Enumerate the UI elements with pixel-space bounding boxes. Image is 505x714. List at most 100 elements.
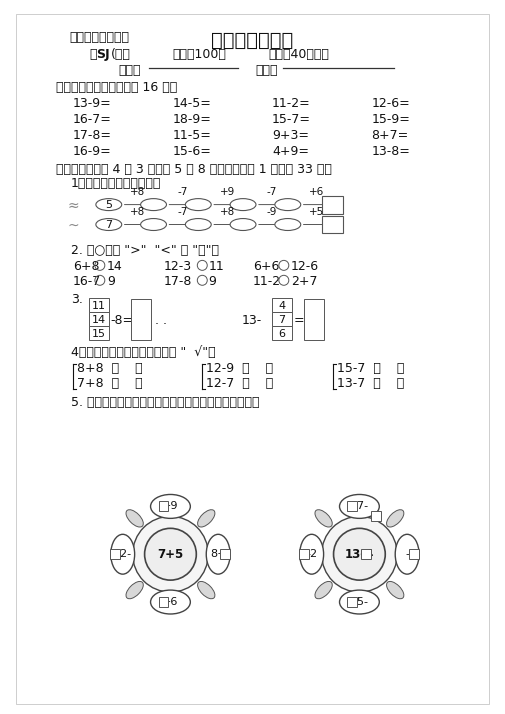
Text: 12-6=: 12-6= (371, 97, 410, 110)
Bar (362, 549, 371, 559)
Text: ≈: ≈ (67, 198, 79, 213)
Ellipse shape (197, 581, 215, 599)
Text: 15-7=: 15-7= (272, 113, 311, 126)
Text: -2: -2 (306, 549, 317, 559)
Text: 7+8  （    ）: 7+8 （ ） (77, 377, 142, 390)
Ellipse shape (339, 495, 379, 518)
Text: 16-7=: 16-7= (73, 113, 112, 126)
Text: 13-: 13- (242, 313, 262, 326)
Text: （: （ (89, 49, 96, 61)
Bar (89, 298, 109, 312)
Text: 4: 4 (278, 301, 285, 311)
Text: 6+6: 6+6 (253, 261, 279, 273)
Text: 13-9=: 13-9= (73, 97, 112, 110)
Ellipse shape (197, 510, 215, 527)
Text: -7: -7 (177, 206, 187, 216)
Text: 16-9=: 16-9= (73, 145, 112, 158)
Text: ~: ~ (67, 218, 79, 233)
Text: 15: 15 (92, 329, 106, 339)
Circle shape (333, 528, 385, 580)
Bar (131, 299, 150, 340)
Ellipse shape (206, 534, 230, 574)
Bar (272, 326, 292, 340)
Text: 11-2=: 11-2= (272, 97, 311, 110)
Text: +8: +8 (130, 206, 145, 216)
Text: 7: 7 (278, 315, 285, 325)
Ellipse shape (275, 198, 301, 211)
Text: 15-: 15- (350, 597, 369, 607)
Text: +8: +8 (130, 186, 145, 196)
Text: 5: 5 (106, 200, 112, 210)
Text: +9: +9 (220, 186, 235, 196)
Circle shape (133, 516, 208, 592)
Ellipse shape (386, 510, 404, 527)
Text: 第一单元测试卷: 第一单元测试卷 (211, 31, 293, 50)
Text: (版）: (版） (111, 49, 131, 61)
Ellipse shape (140, 218, 167, 231)
Text: 12-7  （    ）: 12-7 （ ） (206, 377, 274, 390)
Text: 5. 在口里填数，使花瓣上的得数和花蕊上的得数相等。: 5. 在口里填数，使花瓣上的得数和花蕊上的得数相等。 (71, 396, 260, 409)
Ellipse shape (275, 218, 301, 231)
Text: 11: 11 (208, 261, 224, 273)
Ellipse shape (386, 581, 404, 599)
Bar (347, 597, 358, 607)
Text: 9+3=: 9+3= (272, 129, 309, 142)
Ellipse shape (339, 590, 379, 614)
Ellipse shape (111, 534, 135, 574)
Text: +5: +5 (309, 206, 324, 216)
Text: 8+8  （    ）: 8+8 （ ） (77, 362, 142, 375)
Text: 1．比比谁先到达目的地。: 1．比比谁先到达目的地。 (71, 176, 162, 190)
Text: 时间：40分钟）: 时间：40分钟） (268, 49, 329, 61)
Text: 13-7  （    ）: 13-7 （ ） (336, 377, 404, 390)
Circle shape (144, 528, 196, 580)
Text: =: = (294, 313, 305, 326)
Text: 15-6=: 15-6= (172, 145, 211, 158)
Bar (159, 597, 169, 607)
Ellipse shape (96, 218, 122, 231)
Bar (371, 511, 381, 521)
Text: 12-9  （    ）: 12-9 （ ） (206, 362, 273, 375)
Bar (299, 549, 309, 559)
Text: 15-9=: 15-9= (371, 113, 410, 126)
Bar (272, 312, 292, 326)
Text: 7: 7 (105, 219, 112, 229)
Bar (89, 326, 109, 340)
Bar (89, 312, 109, 326)
Text: 14: 14 (107, 261, 123, 273)
Ellipse shape (150, 590, 190, 614)
Ellipse shape (96, 198, 122, 211)
Text: 姓名：: 姓名： (119, 64, 141, 77)
Text: +9: +9 (162, 501, 179, 511)
Text: +6: +6 (309, 186, 324, 196)
Ellipse shape (315, 510, 332, 527)
Text: 3.: 3. (71, 293, 83, 306)
Text: 9: 9 (107, 276, 115, 288)
Text: +6: +6 (162, 597, 179, 607)
Bar (304, 299, 324, 340)
Bar (347, 501, 358, 511)
Text: 13-8=: 13-8= (371, 145, 410, 158)
Bar (409, 549, 419, 559)
Text: 11-5=: 11-5= (172, 129, 211, 142)
Text: 18-9=: 18-9= (172, 113, 211, 126)
Bar (159, 501, 169, 511)
Bar (322, 196, 343, 213)
Text: -8=: -8= (111, 313, 134, 326)
Text: -7: -7 (267, 186, 277, 196)
Text: 4．在每组得数大的算式后面画 "  √"。: 4．在每组得数大的算式后面画 " √"。 (71, 346, 216, 359)
Ellipse shape (126, 510, 143, 527)
Text: 满分：100分: 满分：100分 (172, 49, 226, 61)
Text: 17-8=: 17-8= (73, 129, 112, 142)
Bar (322, 216, 343, 233)
Bar (220, 549, 230, 559)
Text: 11: 11 (92, 301, 106, 311)
Ellipse shape (230, 198, 256, 211)
Text: 一、直接写出得数。（共 16 分）: 一、直接写出得数。（共 16 分） (56, 81, 177, 94)
Text: -: - (405, 549, 409, 559)
Text: -9: -9 (267, 206, 277, 216)
Ellipse shape (185, 198, 211, 211)
Ellipse shape (140, 198, 167, 211)
Text: 2. 在○里填 ">"  "<" 或 "＝"。: 2. 在○里填 ">" "<" 或 "＝"。 (71, 244, 219, 258)
Text: 二、填空。（第 4 题 3 分，第 5 题 8 分，其余每空 1 分，共 33 分）: 二、填空。（第 4 题 3 分，第 5 题 8 分，其余每空 1 分，共 33 … (56, 163, 332, 176)
Text: 6: 6 (278, 329, 285, 339)
